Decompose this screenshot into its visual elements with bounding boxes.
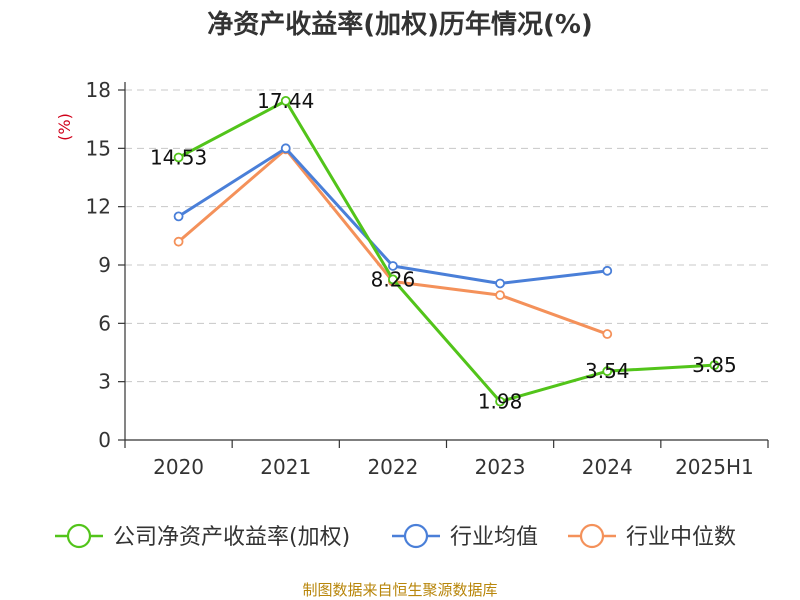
data-point <box>602 329 613 339</box>
y-tick-label: 9 <box>98 253 111 277</box>
data-point <box>495 396 505 407</box>
x-tick-label: 2024 <box>582 455 633 479</box>
series-layer <box>173 95 720 407</box>
data-point <box>280 95 291 106</box>
data-point <box>388 261 398 271</box>
y-tick-label: 12 <box>86 195 111 219</box>
x-tick-label: 2023 <box>475 455 526 479</box>
x-tick-label: 2021 <box>260 455 311 479</box>
data-label: 8.26 <box>371 267 416 291</box>
data-label: 17.44 <box>257 89 314 113</box>
data-label: 14.53 <box>150 145 207 169</box>
legend-label: 行业均值 <box>450 525 538 550</box>
chart-title: 净资产收益率(加权)历年情况(%) <box>207 9 593 40</box>
y-tick-label: 0 <box>98 428 111 452</box>
data-label: 3.54 <box>585 359 630 383</box>
data-point <box>173 152 184 163</box>
y-tick-label: 15 <box>86 136 111 160</box>
data-point <box>602 366 613 377</box>
data-point <box>602 265 613 276</box>
legend-marker <box>66 523 92 549</box>
legend-label: 公司净资产收益率(加权) <box>113 525 350 550</box>
legend-marker <box>403 523 429 549</box>
legend: 公司净资产收益率(加权) 行业均值 行业中位数 <box>55 523 736 550</box>
x-tick-label: 2025H1 <box>675 455 754 479</box>
y-tick-label: 3 <box>98 370 111 394</box>
x-tick-label: 2022 <box>367 455 418 479</box>
data-label: 1.98 <box>478 390 523 414</box>
x-tick-label: 2020 <box>153 455 204 479</box>
y-tick-label: 6 <box>98 311 111 335</box>
axes: 0 3 6 9 12 15 18 2020 2021 2022 2023 2024 2025H1 <box>86 78 769 479</box>
data-point <box>280 143 291 154</box>
legend-marker <box>579 523 605 549</box>
data-point <box>709 360 720 371</box>
data-label: 3.85 <box>692 353 737 377</box>
data-point <box>173 236 184 247</box>
series-line <box>177 99 716 403</box>
data-point <box>388 274 398 285</box>
y-unit-label: (%) <box>55 113 74 141</box>
data-point <box>173 211 184 222</box>
source-note: 制图数据来自恒生聚源数据库 <box>302 581 497 599</box>
data-point <box>495 290 505 301</box>
legend-label: 行业中位数 <box>626 525 736 550</box>
data-point <box>495 278 505 289</box>
y-tick-label: 18 <box>86 78 111 102</box>
data-labels: 14.53 17.44 8.26 1.98 3.54 3.85 <box>150 89 737 414</box>
